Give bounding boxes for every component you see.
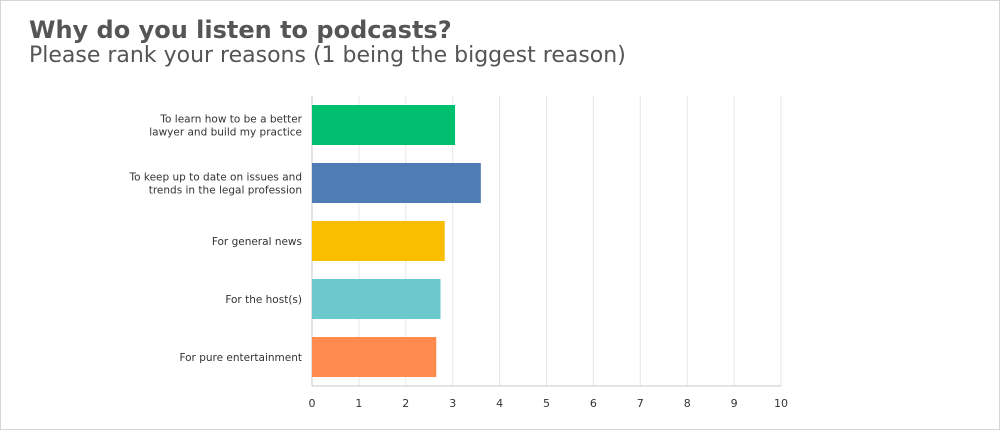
category-label-line: For general news <box>212 236 302 248</box>
x-tick-label: 7 <box>637 397 644 410</box>
x-tick-label: 2 <box>402 397 409 410</box>
category-label-line: trends in the legal profession <box>149 185 302 197</box>
chart-subtitle: Please rank your reasons (1 being the bi… <box>29 43 626 68</box>
chart-title: Why do you listen to podcasts? <box>29 16 452 44</box>
category-label-line: To learn how to be a better <box>159 114 302 126</box>
category-label: To keep up to date on issues and trends i… <box>128 172 302 197</box>
x-tick-label: 8 <box>684 397 691 410</box>
x-tick-label: 10 <box>774 397 788 410</box>
bar <box>312 163 481 203</box>
x-tick-label: 4 <box>496 397 503 410</box>
x-tick-label: 5 <box>543 397 550 410</box>
x-tick-label: 9 <box>731 397 738 410</box>
x-tick-label: 6 <box>590 397 597 410</box>
category-label-line: For pure entertainment <box>179 352 302 364</box>
category-label: For pure entertainment <box>179 352 302 364</box>
x-tick-label: 3 <box>449 397 456 410</box>
category-label: For the host(s) <box>225 294 302 306</box>
bar <box>312 105 456 145</box>
x-tick-label: 1 <box>355 397 362 410</box>
bar <box>312 221 445 261</box>
category-label: To learn how to be a better lawyer and bu… <box>149 114 302 139</box>
bar <box>312 279 441 319</box>
x-tick-label: 0 <box>309 397 316 410</box>
category-label: For general news <box>212 236 302 248</box>
category-label-line: For the host(s) <box>225 294 302 306</box>
category-label-line: lawyer and build my practice <box>149 127 302 139</box>
category-label-line: To keep up to date on issues and <box>128 172 302 184</box>
bar <box>312 337 437 377</box>
